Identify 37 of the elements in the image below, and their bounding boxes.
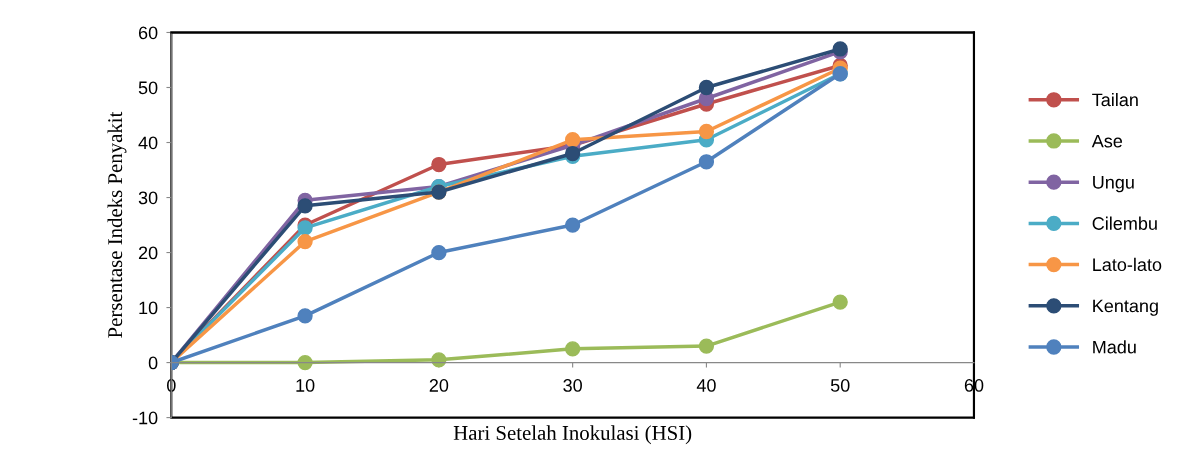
point [698,154,715,170]
point [431,244,447,261]
y-tick-label: 50 [138,81,158,95]
point [431,352,447,368]
point [431,156,447,173]
y-tick-label: 0 [148,356,158,370]
x-tick-label: 10 [296,379,315,392]
y-tick-label: 30 [138,191,158,205]
point [565,341,581,357]
point [297,354,313,371]
y-tick-label: -10 [132,411,158,425]
x-tick-label: 50 [830,379,850,392]
point [698,123,715,140]
legend-label: Tailan [1092,93,1138,107]
y-axis-title: Persentase Indeks Penyakit [107,111,127,338]
x-axis-title: Hari Setelah Inokulasi (HSI) [453,425,692,445]
legend-label: Lato-lato [1093,257,1162,272]
x-tick-label: 20 [429,379,449,392]
point [698,338,715,354]
point [698,79,715,96]
y-tick-label: 40 [138,136,158,150]
legend-label: Cilembu [1092,216,1157,230]
x-tick-label: 30 [563,379,582,392]
point [297,233,313,250]
legend-label: Ase [1091,134,1123,148]
y-tick-label: 20 [138,246,158,260]
point [297,198,313,214]
point [832,294,848,310]
point [565,132,581,148]
legend-label: Ungu [1093,176,1134,193]
y-tick-label: 60 [138,26,158,40]
y-tick-label: 10 [139,301,158,315]
point [297,308,313,324]
x-tick-label: 40 [696,379,716,392]
legend-label: Kentang [1093,299,1158,316]
legend-label: Madu [1093,340,1136,354]
point [565,217,581,233]
